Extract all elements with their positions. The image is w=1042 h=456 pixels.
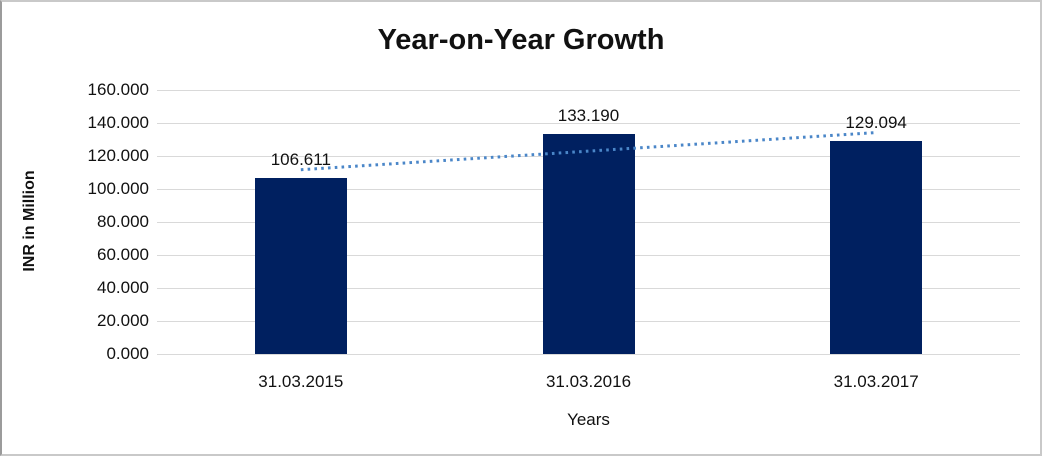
gridline [157,353,1020,355]
x-tick-label: 31.03.2017 [833,372,919,391]
chart-title: Year-on-Year Growth [377,24,665,56]
bar-data-label: 133.190 [557,106,620,126]
bar-data-label: 129.094 [845,112,907,132]
bar-data-label: 106.611 [270,150,331,170]
y-tick-label: 60.000 [97,245,149,264]
bar [830,140,923,354]
x-axis-title: Years [567,410,610,429]
bar [254,178,347,354]
x-tick-label: 31.03.2015 [258,372,344,391]
y-tick-label: 0.000 [106,344,149,363]
gridline [157,89,1020,91]
y-tick-label: 40.000 [97,278,149,297]
y-tick-label: 140.000 [87,113,149,132]
y-tick-label: 20.000 [97,311,149,330]
bar [542,134,635,354]
y-tick-label: 120.000 [87,146,149,165]
gridline [157,122,1020,124]
y-tick-label: 160.000 [87,80,149,99]
x-tick-label: 31.03.2016 [545,372,632,391]
y-tick-label: 80.000 [97,212,149,231]
y-tick-label: 100.000 [87,179,149,198]
